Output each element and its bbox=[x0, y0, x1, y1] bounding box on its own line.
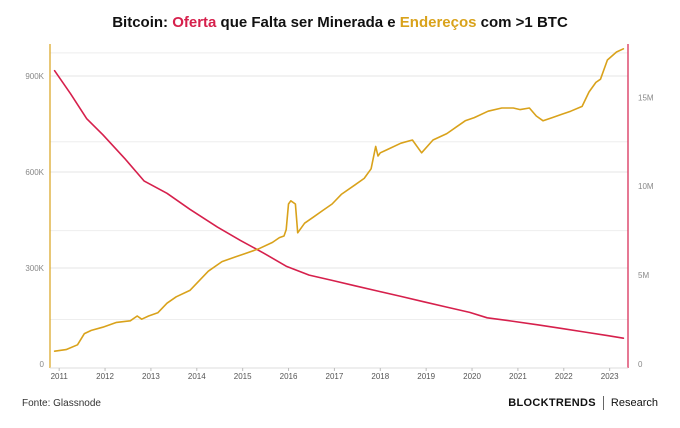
x-tick-label-2015: 2015 bbox=[234, 372, 252, 381]
title-addresses-word: Endereços bbox=[399, 14, 477, 31]
x-tick-label-2021: 2021 bbox=[509, 372, 527, 381]
x-tick-label-2019: 2019 bbox=[417, 372, 435, 381]
supply-remaining-line bbox=[53, 69, 625, 340]
right-tick-label-2: 10M bbox=[638, 182, 654, 191]
left-tick-label-0: 0 bbox=[40, 360, 45, 369]
x-tick-label-2020: 2020 bbox=[463, 372, 481, 381]
left-tick-label-3: 900K bbox=[25, 72, 44, 81]
x-tick-label-2023: 2023 bbox=[601, 372, 619, 381]
brand-separator bbox=[602, 396, 604, 410]
addresses-over-1btc-line bbox=[53, 47, 625, 353]
brand-subtitle: Research bbox=[610, 397, 658, 409]
x-tick-label-2018: 2018 bbox=[371, 372, 389, 381]
x-tick-label-2011: 2011 bbox=[51, 372, 69, 381]
x-tick-label-2014: 2014 bbox=[188, 372, 206, 381]
left-tick-label-2: 600K bbox=[25, 168, 44, 177]
x-tick-label-2012: 2012 bbox=[96, 372, 114, 381]
brand-logo: BLOCKTRENDS Research bbox=[508, 396, 658, 410]
x-tick-label-2022: 2022 bbox=[555, 372, 573, 381]
source-note: Fonte: Glassnode bbox=[22, 398, 101, 409]
brand-name: BLOCKTRENDS bbox=[508, 397, 596, 409]
x-tick-label-2017: 2017 bbox=[326, 372, 344, 381]
title-supply-word: Oferta bbox=[172, 14, 217, 31]
title-middle: que Falta ser Minerada e bbox=[216, 14, 400, 31]
title-suffix: com >1 BTC bbox=[476, 14, 568, 31]
left-tick-label-1: 300K bbox=[25, 264, 44, 273]
x-tick-label-2013: 2013 bbox=[142, 372, 160, 381]
right-tick-label-3: 15M bbox=[638, 93, 654, 102]
right-tick-label-0: 0 bbox=[638, 360, 643, 369]
x-tick-label-2016: 2016 bbox=[280, 372, 298, 381]
chart-title: Bitcoin: Oferta que Falta ser Minerada e… bbox=[0, 14, 680, 31]
title-prefix: Bitcoin: bbox=[112, 14, 173, 31]
right-tick-label-1: 5M bbox=[638, 271, 649, 280]
